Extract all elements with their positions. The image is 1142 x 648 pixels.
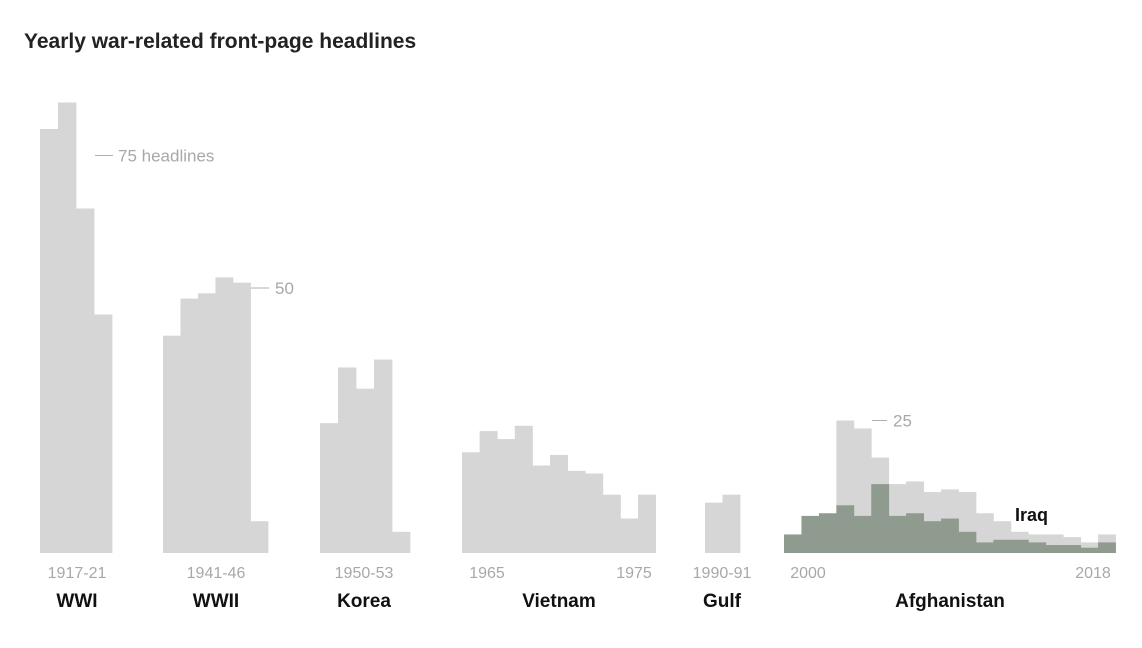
- vietnam-bar: [532, 465, 551, 553]
- korea-war-label: Korea: [337, 591, 391, 612]
- afghanistan-bar: [871, 484, 890, 553]
- afghanistan-bar: [906, 513, 924, 553]
- korea-bar: [356, 388, 375, 553]
- wwi-period-label: 1917-21: [48, 565, 107, 582]
- annotation-label: 25: [893, 412, 912, 431]
- afghanistan-bar: [853, 515, 872, 553]
- afghanistan-bar: [888, 515, 907, 553]
- afghanistan-bar: [784, 534, 802, 553]
- vietnam-bar: [602, 494, 621, 553]
- afghanistan-bar: [975, 542, 994, 553]
- vietnam-bar: [638, 494, 656, 553]
- vietnam-bar: [620, 518, 639, 553]
- wwi-war-label: WWI: [56, 591, 97, 612]
- wwii-bar: [163, 335, 181, 553]
- vietnam-start-year-label: 1965: [469, 565, 505, 582]
- afghanistan-bar: [941, 518, 959, 553]
- vietnam-bar: [462, 452, 480, 553]
- wwii-war-label: WWII: [193, 591, 239, 612]
- vietnam-bar: [514, 425, 533, 553]
- afghanistan-bar: [1045, 545, 1064, 553]
- afghanistan-bar: [923, 521, 942, 553]
- afghanistan-war-label: Afghanistan: [895, 591, 1005, 612]
- vietnam-bar: [497, 439, 516, 553]
- afghanistan-bar: [1063, 545, 1082, 553]
- afghanistan-start-year-label: 2000: [790, 565, 826, 582]
- wwi-bar: [76, 208, 95, 553]
- vietnam-bar: [550, 454, 568, 553]
- wwii-bar: [198, 293, 216, 553]
- korea-period-label: 1950-53: [335, 565, 394, 582]
- vietnam-bar: [479, 431, 498, 553]
- gulf-bar: [722, 494, 741, 553]
- afghanistan-bar: [1080, 547, 1099, 553]
- korea-bar: [392, 531, 411, 553]
- korea-bar: [338, 367, 357, 553]
- afghanistan-bar: [1098, 542, 1116, 553]
- afghanistan-bar: [1028, 542, 1047, 553]
- chart-title: Yearly war-related front-page headlines: [24, 30, 417, 53]
- vietnam-war-label: Vietnam: [522, 591, 596, 612]
- vietnam-bar: [567, 470, 586, 553]
- afghanistan-bar: [993, 539, 1012, 553]
- wwi-bar: [40, 129, 59, 553]
- afghanistan-bar: [818, 513, 837, 553]
- afghanistan-bar: [958, 531, 977, 553]
- gulf-war-label: Gulf: [703, 591, 742, 612]
- korea-bar: [320, 423, 339, 553]
- afghanistan-bar: [836, 505, 855, 553]
- iraq-series-label: Iraq: [1015, 505, 1048, 525]
- annotation-label: 50: [275, 279, 294, 298]
- wwii-bar: [215, 277, 234, 553]
- afghanistan-bar: [1010, 539, 1029, 553]
- afghanistan-bar: [801, 515, 820, 553]
- vietnam-end-year-label: 1975: [616, 565, 652, 582]
- wwii-period-label: 1941-46: [187, 565, 246, 582]
- afghanistan-end-year-label: 2018: [1075, 565, 1111, 582]
- korea-bar: [374, 359, 393, 553]
- wwii-bar: [250, 521, 269, 553]
- wwi-bar: [58, 102, 77, 553]
- annotation-label: 75 headlines: [118, 147, 214, 166]
- wwii-bar: [180, 298, 199, 553]
- vietnam-bar: [585, 473, 604, 553]
- gulf-period-label: 1990-91: [693, 565, 752, 582]
- wwi-bar: [94, 314, 113, 553]
- gulf-bar: [705, 502, 723, 553]
- wwii-bar: [233, 282, 251, 553]
